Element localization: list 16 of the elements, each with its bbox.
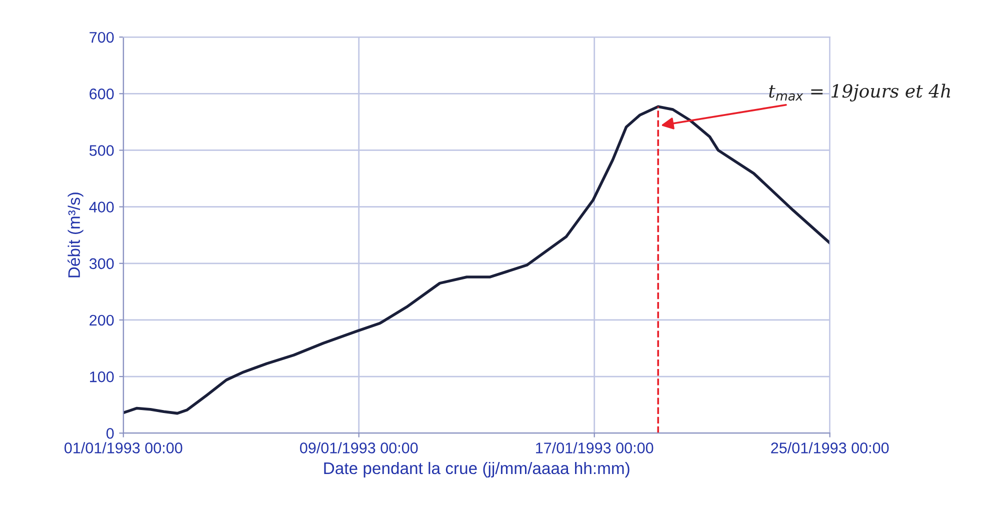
y-tick-label: 300 xyxy=(89,258,114,270)
y-tick-label: 200 xyxy=(90,314,114,326)
y-tick-label: 400 xyxy=(89,202,114,212)
y-tick-label: 500 xyxy=(89,145,114,156)
y-tick-label: 700 xyxy=(90,32,114,43)
y-tick-label: 600 xyxy=(90,88,114,100)
annotation: t$_{max}$ = 19jours et 4h xyxy=(769,84,950,102)
x-tick-label: 09/01/1993 00:00 xyxy=(300,442,418,454)
y-tick-label: 100 xyxy=(90,371,114,382)
y-tick-label: 0 xyxy=(106,428,114,439)
line-series xyxy=(123,105,830,415)
x-tick-label: 01/01/1993 00:00 xyxy=(64,442,182,454)
y-axis-title: Débit (m³/s) xyxy=(68,192,84,278)
x-tick-label: 17/01/1993 00:00 xyxy=(536,442,654,454)
x-tick-label: 25/01/1993 00:00 xyxy=(771,442,889,454)
x-axis-title: Date pendant la crue (jj/mm/aaaa hh:mm) xyxy=(324,462,630,478)
